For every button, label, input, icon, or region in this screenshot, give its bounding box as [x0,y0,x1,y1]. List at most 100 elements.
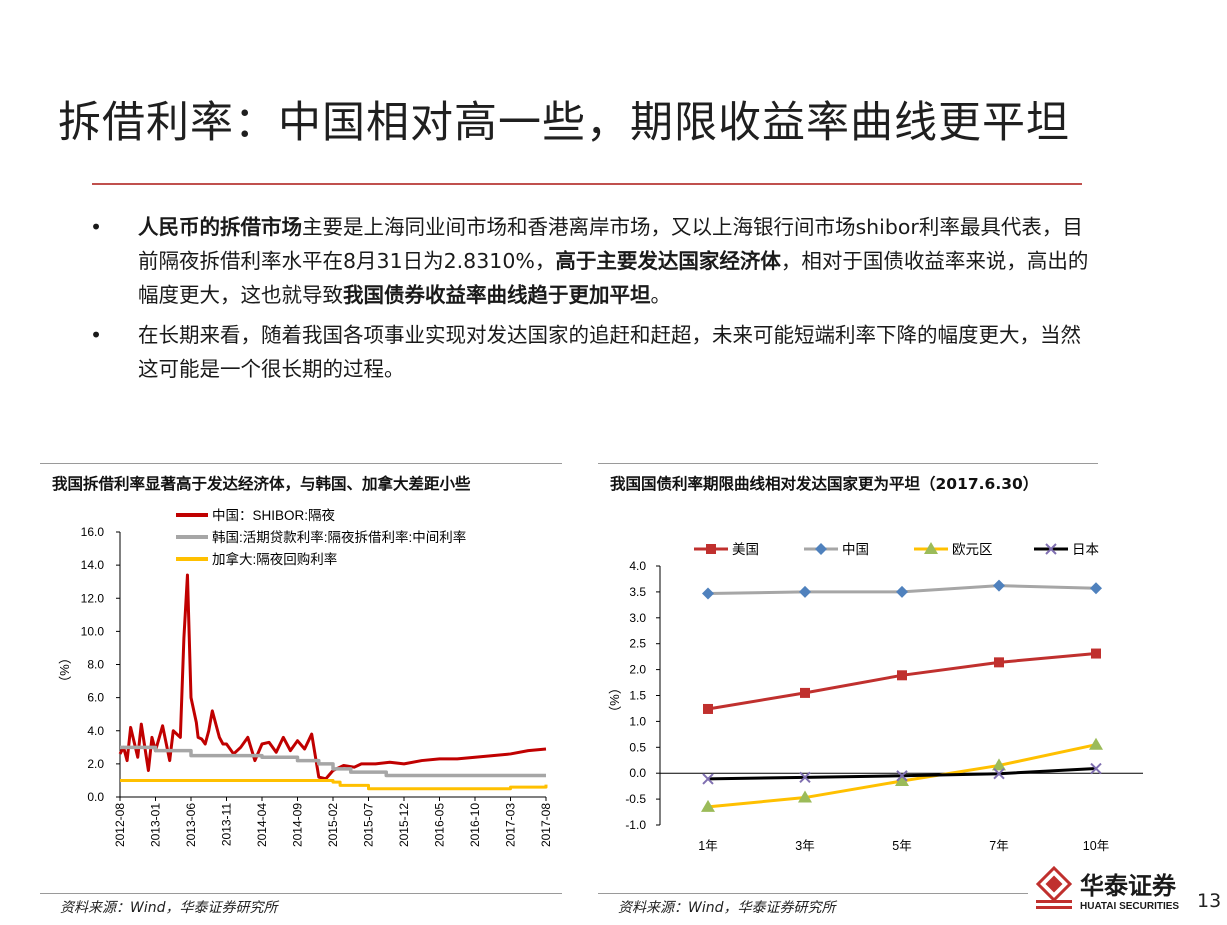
right-chart-source: 资料来源：Wind，华泰证券研究所 [618,900,836,916]
left-x-tick-label: 2014-04 [255,803,269,847]
right-legend-label-1: 中国 [842,542,869,557]
right-y-axis-label: （%） [607,681,622,719]
right-point-0-1 [800,687,810,698]
bullet-text-segment: ，相对于国债收益率来说，高出的幅度更大，这也就导致 [138,249,1089,307]
left-series-line-0 [118,573,547,781]
right-point-1-0 [702,587,714,600]
right-x-tick-label: 5年 [892,839,911,853]
right-point-1-2 [896,585,908,598]
right-legend-marker-1 [815,543,827,555]
left-x-tick-label: 2017-08 [539,803,553,847]
right-legend-label-0: 美国 [732,542,759,557]
left-legend-label-1: 韩国:活期贷款利率:隔夜拆借利率:中间利率 [212,529,466,545]
right-y-tick-label: 0.5 [629,740,646,754]
left-y-axis-label: （%） [57,651,72,689]
bullet-text-segment: 在长期来看，随着我国各项事业实现对发达国家的追赶和赶超，未来可能短端利率下降的幅… [138,323,1081,381]
logo-en-text: HUATAI SECURITIES [1080,901,1179,912]
left-y-tick-label: 10.0 [81,624,105,638]
right-legend-label-2: 欧元区 [952,542,993,557]
left-y-tick-label: 6.0 [87,691,104,705]
left-x-tick-label: 2015-12 [397,803,411,847]
right-x-tick-label: 1年 [698,839,717,853]
bullet-dot: • [90,323,103,347]
left-y-tick-label: 2.0 [87,757,104,771]
right-point-3-2 [896,770,908,782]
right-series-line-0 [707,652,1097,711]
right-point-2-2 [895,773,909,786]
right-y-tick-label: 4.0 [629,559,646,573]
right-y-tick-label: 2.5 [629,637,646,651]
right-y-tick-label: 1.5 [629,689,646,703]
right-y-tick-label: -0.5 [625,792,646,806]
right-y-tick-label: -1.0 [625,818,646,832]
page-number: 13 [1197,890,1222,912]
title-divider [92,183,1082,185]
left-chart-top-rule [40,463,562,464]
left-y-tick-label: 4.0 [87,724,104,738]
right-point-0-3 [994,657,1004,668]
right-y-tick-label: 1.0 [629,714,646,728]
right-y-tick-label: 3.0 [629,611,646,625]
left-x-tick-label: 2013-01 [149,803,163,847]
left-x-tick-label: 2014-09 [291,803,305,847]
right-point-3-4 [1090,762,1102,775]
left-y-tick-label: 8.0 [87,658,104,672]
left-y-tick-label: 0.0 [87,790,104,804]
left-x-tick-label: 2017-03 [504,803,518,847]
bullet-item: • 在长期来看，随着我国各项事业实现对发达国家的追赶和赶超，未来可能短端利率下降的… [90,318,1100,386]
huatai-logo-mark: 华泰证券 HUATAI SECURITIES [1035,865,1179,912]
left-chart-bottom-rule [40,893,562,894]
right-point-0-0 [703,703,713,714]
left-legend-label-2: 加拿大:隔夜回购利率 [212,551,337,567]
left-x-tick-label: 2015-07 [362,803,376,847]
bullet-dot: • [90,215,103,239]
logo-emblem-icon [1035,865,1073,909]
left-x-tick-label: 2012-08 [113,803,127,847]
right-x-tick-label: 10年 [1083,839,1109,853]
right-point-2-4 [1089,737,1103,750]
left-x-tick-label: 2016-05 [433,803,447,847]
left-series-line-2 [120,778,548,791]
right-line-chart: -1.0 -0.5 0.0 0.5 1.0 1.5 2.0 2.5 3.0 3.5 4.0 1年 3年 5… [607,542,1143,853]
right-chart-heading: 我国国债利率期限曲线相对发达国家更为平坦（2017.6.30） [610,475,1039,493]
right-legend-marker-0 [706,544,716,554]
right-point-0-4 [1091,648,1101,659]
right-point-1-1 [799,585,811,598]
right-y-tick-label: 0.0 [629,766,646,780]
bullet-list: • 人民币的拆借市场主要是上海同业间市场和香港离岸市场，又以上海银行间市场shib… [90,210,1100,392]
right-point-1-4 [1090,582,1102,595]
logo-cn-text: 华泰证券 [1080,872,1177,900]
right-y-tick-label: 2.0 [629,663,646,677]
right-legend-marker-3 [1045,543,1057,555]
right-point-2-0 [701,799,715,812]
right-legend-marker-2 [924,542,938,554]
left-line-chart: 0.0 2.0 4.0 6.0 8.0 10.0 12.0 14.0 16.0 2012-08 20… [57,508,553,847]
left-x-tick-label: 2016-10 [468,803,482,847]
bullet-text-segment: 人民币的拆借市场 [138,215,302,239]
left-x-tick-label: 2015-02 [326,803,340,847]
left-legend-label-0: 中国：SHIBOR:隔夜 [212,508,336,523]
slide-title: 拆借利率：中国相对高一些，期限收益率曲线更平坦 [58,98,1070,148]
left-series-line-1 [120,745,546,778]
right-chart-top-rule [598,463,1098,464]
left-chart-source: 资料来源：Wind，华泰证券研究所 [60,900,278,916]
left-x-tick-label: 2013-06 [184,803,198,847]
right-point-3-3 [993,768,1005,780]
bullet-item: • 人民币的拆借市场主要是上海同业间市场和香港离岸市场，又以上海银行间市场shib… [90,210,1100,312]
bullet-text-segment: 高于主要发达国家经济体 [555,249,781,273]
left-y-tick-label: 12.0 [81,591,105,605]
huatai-logo: 华泰证券 HUATAI SECURITIES [1032,865,1217,914]
right-x-tick-label: 3年 [795,839,814,853]
right-point-3-1 [799,771,811,784]
right-point-2-1 [798,790,812,803]
left-chart-heading: 我国拆借利率显著高于发达经济体，与韩国、加拿大差距小些 [52,475,471,493]
right-chart-bottom-rule [598,893,1028,894]
right-legend-label-3: 日本 [1072,542,1100,557]
left-y-tick-label: 14.0 [81,558,105,572]
left-y-tick-label: 16.0 [81,525,105,539]
right-point-3-0 [702,773,714,785]
bullet-text-segment: 我国债券收益率曲线趋于更加平坦 [343,283,651,307]
right-point-1-3 [993,579,1005,592]
right-point-2-3 [992,758,1006,771]
left-x-tick-label: 2013-11 [220,803,234,846]
